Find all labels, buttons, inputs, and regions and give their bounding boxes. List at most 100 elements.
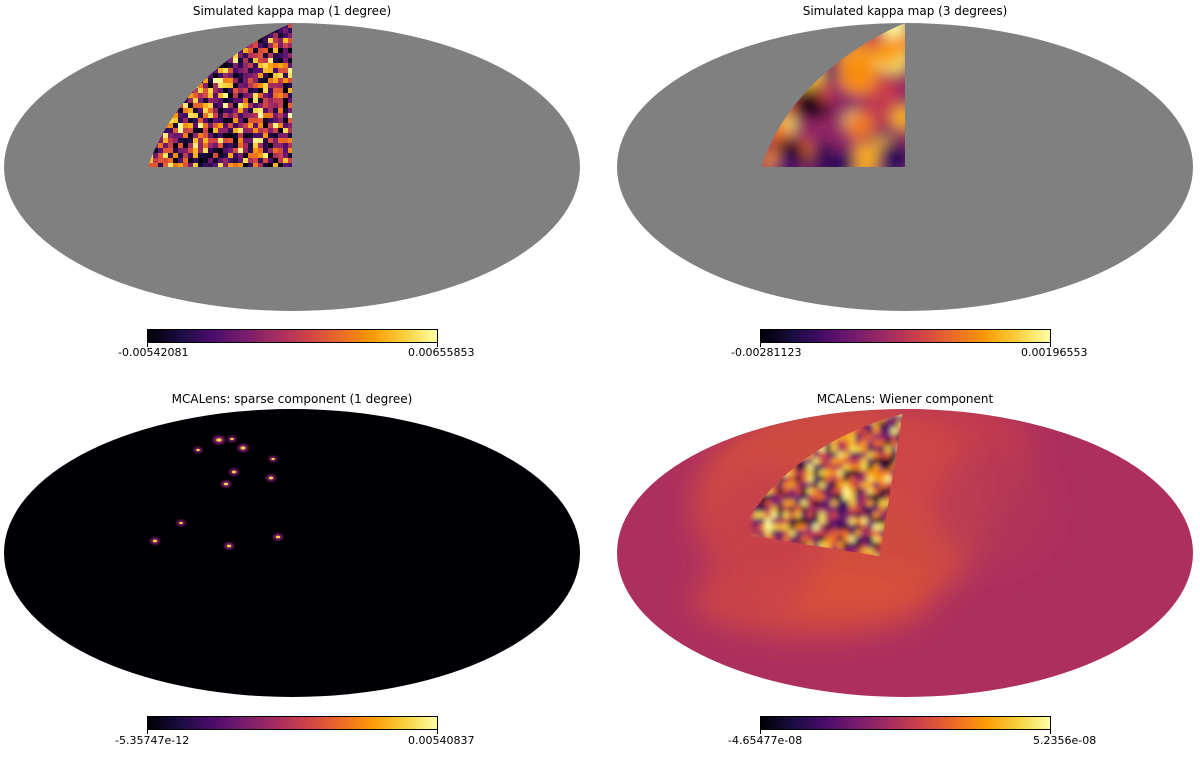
field-cell (867, 398, 874, 405)
field-cell (283, 98, 289, 104)
field-cell (253, 153, 259, 159)
field-cell (861, 398, 868, 405)
field-cell (807, 398, 814, 405)
field-cell (837, 464, 844, 471)
field-cell (283, 88, 289, 94)
field-cell (163, 163, 169, 167)
field-cell (163, 23, 169, 29)
field-cell (273, 133, 279, 139)
field-cell (218, 68, 224, 74)
field-cell (243, 138, 249, 144)
field-cell (801, 536, 808, 543)
field-cell (801, 488, 808, 495)
field-cell (203, 118, 209, 124)
field-cell (233, 123, 239, 129)
field-cell (283, 158, 289, 164)
field-cell (825, 536, 832, 543)
field-cell (263, 113, 269, 119)
field-cell (173, 128, 179, 134)
field-cell (228, 113, 234, 119)
field-cell (198, 133, 204, 139)
field-cell (273, 58, 279, 64)
field-cell (233, 73, 239, 79)
field-cell (263, 163, 269, 167)
field-cell (879, 422, 886, 429)
field-cell (278, 33, 284, 39)
colorbar-tick-max (437, 343, 438, 347)
field-cell (248, 83, 254, 89)
field-cell (278, 48, 284, 54)
field-cell (178, 118, 184, 124)
field-cell (753, 524, 760, 531)
field-cell (819, 518, 826, 525)
field-cell (228, 58, 234, 64)
field-cell (258, 93, 264, 99)
field-cell (268, 138, 274, 144)
field-cell (861, 482, 868, 489)
field-cell (273, 113, 279, 119)
field-cell (168, 133, 174, 139)
field-cell (203, 83, 209, 89)
field-cell (825, 530, 832, 537)
field-cell (238, 143, 244, 149)
field-cell (288, 93, 292, 99)
field-cell (825, 482, 832, 489)
field-cell (203, 128, 209, 134)
field-cell (263, 108, 269, 114)
field-cell (867, 440, 874, 447)
field-cell (765, 409, 772, 411)
panel-title: MCALens: sparse component (1 degree) (171, 392, 413, 406)
field-cell (173, 133, 179, 139)
field-cell (813, 518, 820, 525)
field-cell (193, 138, 199, 144)
field-cell (233, 108, 239, 114)
field-cell (233, 158, 239, 164)
field-cell (218, 153, 224, 159)
field-cell (198, 88, 204, 94)
field-cell (253, 58, 259, 64)
colorbar-tick-min (760, 343, 761, 347)
field-cell (867, 548, 874, 555)
field-cell (825, 464, 832, 471)
field-cell (801, 530, 808, 537)
field-cell (213, 93, 219, 99)
field-cell (253, 103, 259, 109)
field-cell (801, 512, 808, 519)
field-cell (849, 500, 856, 507)
field-cell (825, 506, 832, 513)
field-cell (188, 158, 194, 164)
field-cell (193, 143, 199, 149)
field-cell (238, 78, 244, 84)
field-cell (283, 23, 289, 29)
field-cell (855, 500, 862, 507)
field-cell (831, 518, 838, 525)
field-cell (837, 524, 844, 531)
field-cell (243, 113, 249, 119)
field-cell (263, 93, 269, 99)
field-cell (873, 470, 880, 477)
field-cell (855, 440, 862, 447)
field-cell (831, 464, 838, 471)
field-cell (183, 23, 189, 29)
field-cell (203, 163, 209, 167)
field-cell (248, 148, 254, 154)
field-cell (288, 98, 292, 104)
field-cell (238, 93, 244, 99)
field-cell (873, 518, 880, 525)
field-cell (288, 163, 292, 167)
field-cell (253, 43, 259, 49)
field-cell (843, 494, 850, 501)
field-cell (253, 88, 259, 94)
field-cell (248, 143, 254, 149)
field-cell (759, 518, 766, 525)
field-cell (819, 542, 826, 549)
field-cell (771, 512, 778, 519)
field-cell (278, 128, 284, 134)
field-cell (855, 548, 862, 555)
field-cell (867, 422, 874, 429)
field-cell (273, 38, 279, 44)
field-cell (243, 143, 249, 149)
field-cell (867, 530, 874, 537)
field-cell (218, 98, 224, 104)
field-blob (770, 23, 799, 36)
